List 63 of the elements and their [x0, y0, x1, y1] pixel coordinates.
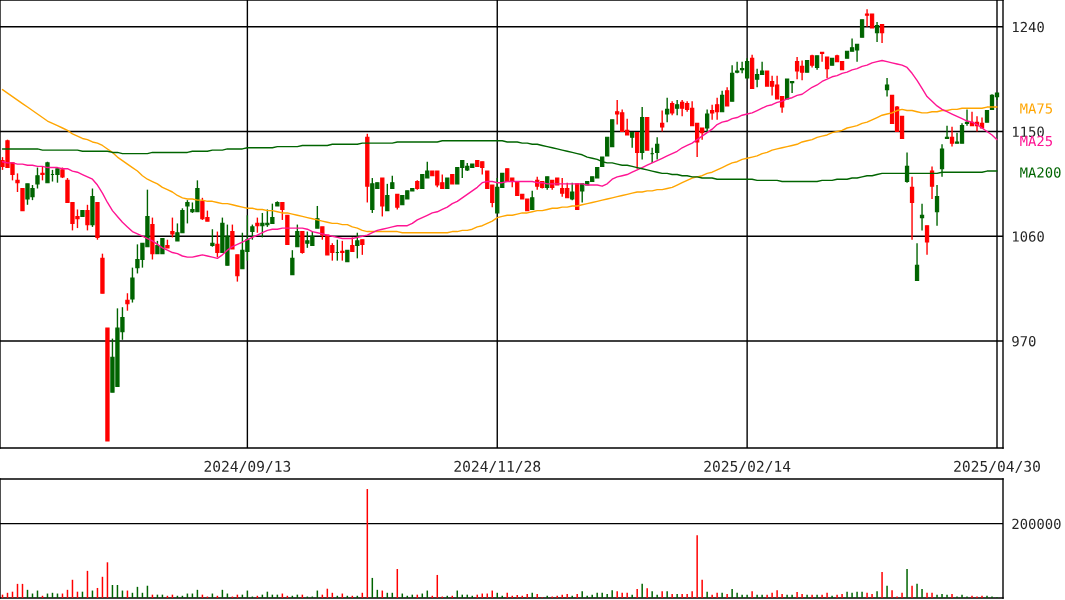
- candlestick: [704, 108, 710, 134]
- candlestick: [949, 126, 955, 148]
- series-label: MA25: [1020, 135, 1052, 147]
- candlestick: [170, 216, 175, 239]
- candlestick: [794, 56, 800, 80]
- candlestick: [744, 57, 750, 79]
- candlestick: [769, 74, 775, 97]
- candlestick: [824, 56, 830, 79]
- candlestick: [734, 60, 740, 75]
- candlestick: [675, 99, 680, 116]
- candlestick: [655, 136, 660, 161]
- candlestick: [884, 77, 890, 98]
- candlestick: [235, 254, 240, 283]
- candlestick: [754, 67, 760, 88]
- candlestick: [340, 240, 345, 262]
- candlestick: [864, 8, 870, 28]
- candlestick: [385, 183, 390, 212]
- candlestick: [929, 165, 935, 200]
- candlestick: [714, 97, 720, 121]
- candlestick: [939, 143, 945, 178]
- line-series: [1, 88, 998, 234]
- candlestick: [315, 205, 320, 229]
- candlestick: [35, 166, 40, 190]
- y-tick-label: 1150: [1013, 126, 1044, 137]
- candlestick: [300, 230, 305, 255]
- candlestick: [15, 172, 20, 193]
- candlestick: [879, 23, 885, 44]
- candlestick: [185, 199, 190, 225]
- y-tick-label: 1060: [1013, 231, 1044, 242]
- x-tick-label: 2024/09/13: [204, 460, 291, 474]
- x-tick-label: 2024/11/28: [454, 460, 541, 474]
- candlestick: [665, 97, 670, 123]
- series-label: MA200: [1020, 167, 1061, 178]
- candlestick: [630, 131, 635, 149]
- candlestick: [290, 249, 295, 276]
- candlestick: [215, 230, 220, 258]
- candlestick: [20, 187, 25, 212]
- series-label: MA75: [1020, 103, 1052, 114]
- x-tick-label: 2025/02/14: [704, 460, 791, 474]
- candlestick: [799, 59, 805, 81]
- candlestick: [874, 21, 880, 43]
- y-tick-label: 1240: [1013, 21, 1044, 33]
- candlestick: [719, 90, 725, 113]
- candlestick: [355, 232, 360, 260]
- x-tick-label: 2025/04/30: [954, 460, 1040, 474]
- candlestick: [635, 131, 640, 170]
- candlestick: [724, 86, 730, 107]
- candlestick: [230, 223, 235, 250]
- y-tick-label: 970: [1012, 335, 1036, 347]
- candlestick: [560, 177, 565, 198]
- candlestick: [934, 184, 940, 227]
- candlestick: [130, 266, 135, 304]
- candlestick: [909, 176, 915, 241]
- candlestick: [914, 242, 920, 282]
- candlestick: [85, 204, 90, 232]
- candlestick: [295, 223, 300, 248]
- line-series: [1, 59, 998, 260]
- y-tick-label: 200000: [1012, 518, 1061, 530]
- candlestick: [709, 104, 715, 121]
- candlestick: [959, 122, 965, 144]
- candlestick: [924, 225, 930, 256]
- candlestick: [854, 43, 860, 63]
- candlestick: [530, 190, 535, 211]
